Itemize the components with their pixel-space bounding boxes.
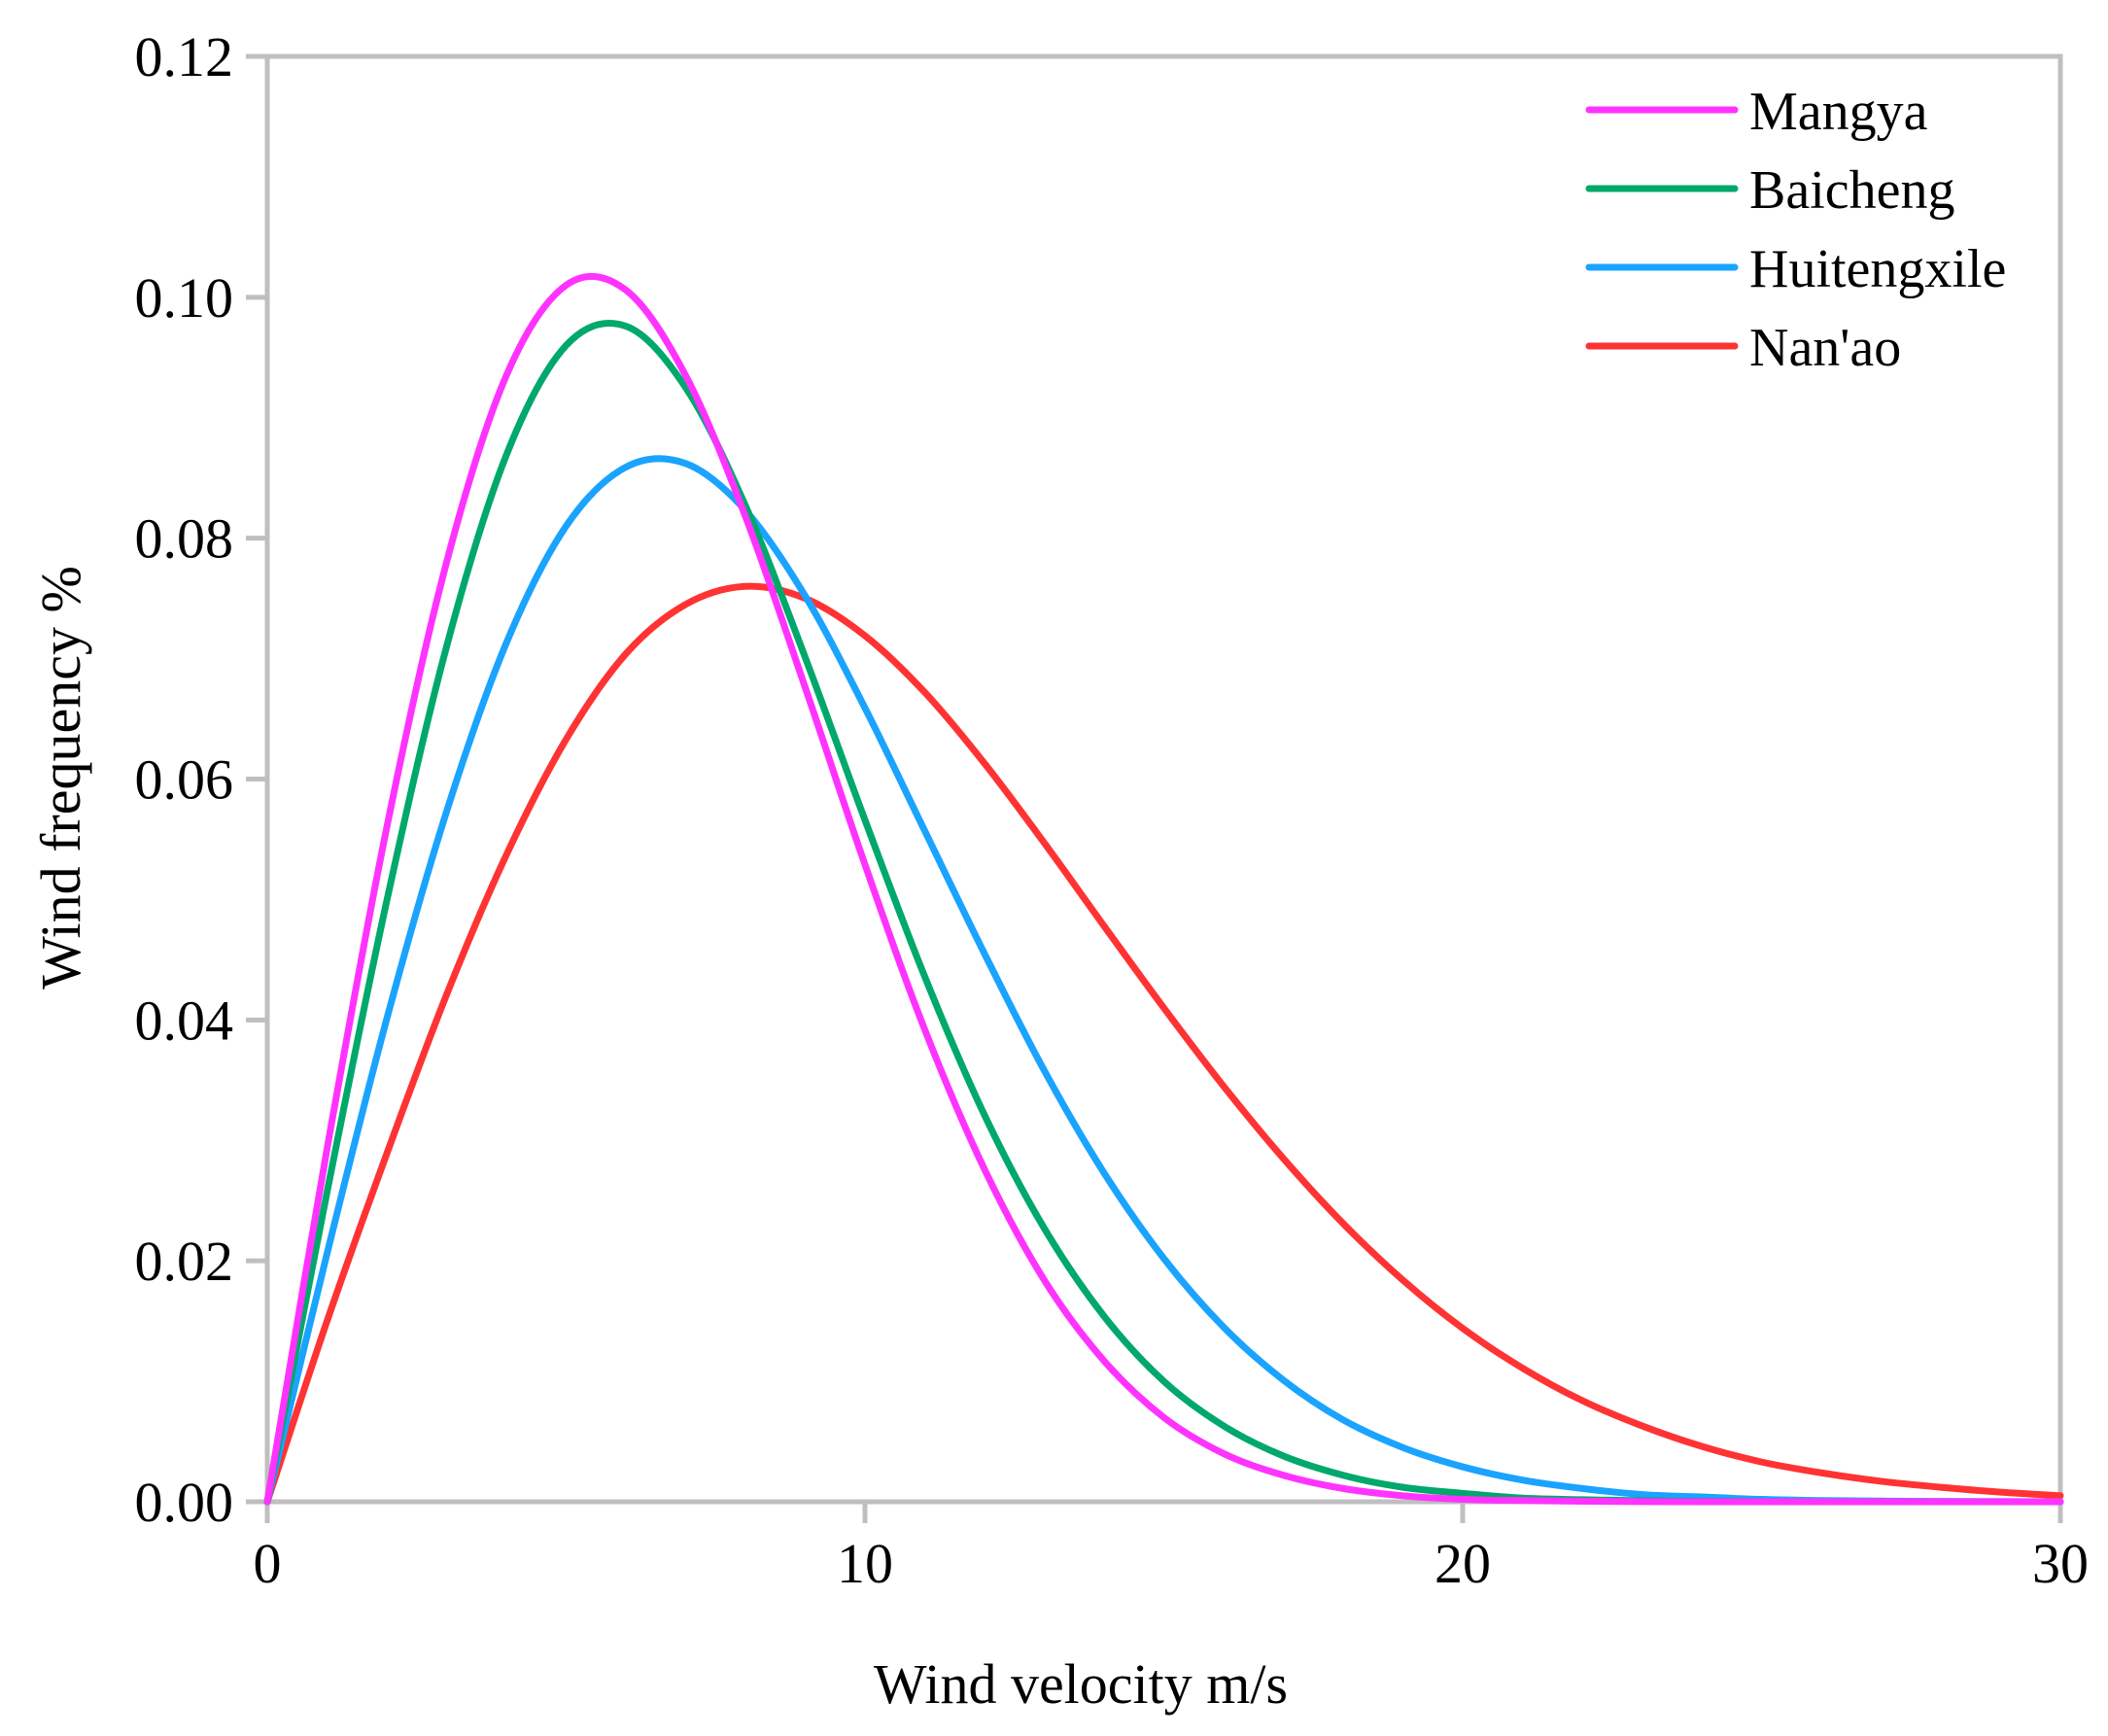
legend-label-nan-ao: Nan'ao bbox=[1749, 318, 1901, 378]
axes-layer: 0.00 0.02 0.04 0.06 0.08 0.10 0.12 0 10 20 30 bbox=[135, 25, 2090, 1595]
x-tick-label: 20 bbox=[1434, 1532, 1491, 1595]
y-tick-label: 0.00 bbox=[135, 1471, 234, 1534]
legend: Mangya Baicheng Huitengxile Nan'ao bbox=[1585, 82, 2006, 378]
legend-label-huitengxile: Huitengxile bbox=[1749, 239, 2006, 299]
series-layer bbox=[263, 272, 2064, 1506]
legend-label-baicheng: Baicheng bbox=[1749, 160, 1954, 221]
series-line-mangya bbox=[263, 272, 2064, 1506]
y-axis-label: Wind frequency % bbox=[29, 566, 92, 990]
y-tick-label: 0.04 bbox=[135, 989, 234, 1052]
x-tick-label: 0 bbox=[254, 1532, 282, 1595]
y-tick-label: 0.06 bbox=[135, 748, 234, 812]
x-axis-label: Wind velocity m/s bbox=[874, 1652, 1288, 1716]
series-line-huitengxile bbox=[263, 455, 2064, 1506]
series-line-nan-ao bbox=[263, 582, 2064, 1506]
y-tick-label: 0.12 bbox=[135, 25, 234, 88]
x-tick-label: 10 bbox=[837, 1532, 893, 1595]
y-tick-label: 0.10 bbox=[135, 266, 234, 330]
x-tick-label: 30 bbox=[2032, 1532, 2089, 1595]
legend-label-mangya: Mangya bbox=[1749, 82, 1928, 142]
y-tick-label: 0.08 bbox=[135, 507, 234, 571]
y-tick-label: 0.02 bbox=[135, 1230, 234, 1293]
